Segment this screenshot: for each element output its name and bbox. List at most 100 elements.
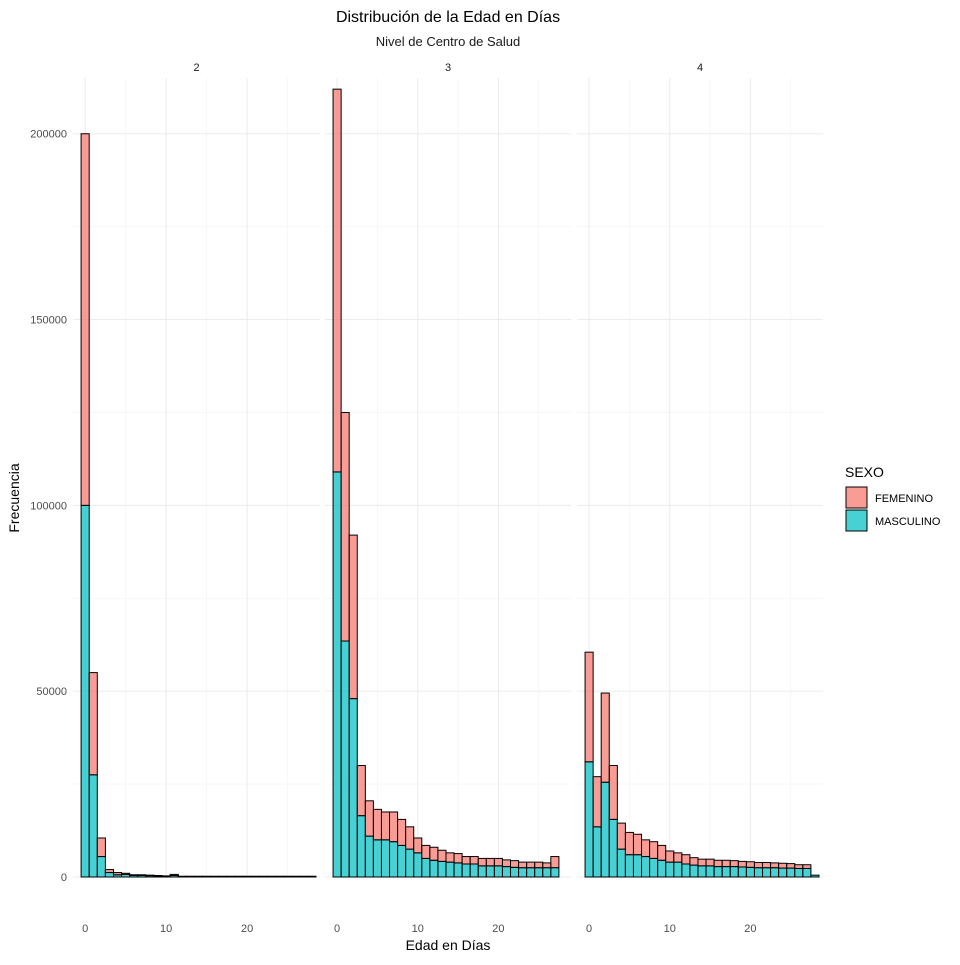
bar-femenino bbox=[210, 875, 220, 878]
bar-femenino bbox=[112, 872, 123, 876]
bar-masculino bbox=[437, 860, 447, 878]
legend-items: FEMENINO MASCULINO bbox=[845, 486, 941, 532]
x-tick-label: 10 bbox=[664, 923, 676, 935]
bar-masculino bbox=[689, 864, 699, 878]
bar-masculino bbox=[608, 818, 618, 878]
bar-femenino bbox=[794, 864, 804, 869]
y-tick-label: 0 bbox=[61, 872, 67, 884]
bar-femenino bbox=[307, 875, 317, 878]
y-tick-label: 100000 bbox=[30, 500, 67, 512]
bar-femenino bbox=[624, 831, 634, 856]
bar-femenino bbox=[616, 822, 626, 850]
bar-masculino bbox=[721, 866, 731, 878]
bar-femenino bbox=[592, 776, 602, 828]
bar-femenino bbox=[608, 765, 618, 820]
bar-femenino bbox=[641, 839, 651, 858]
bar-femenino bbox=[161, 875, 171, 877]
bar-masculino bbox=[405, 848, 415, 878]
bar-masculino bbox=[745, 866, 755, 878]
x-tick-label: 20 bbox=[492, 923, 504, 935]
bar-masculino bbox=[340, 640, 350, 878]
bar-masculino bbox=[518, 867, 528, 878]
bar-femenino bbox=[469, 856, 479, 865]
bar-femenino bbox=[299, 875, 309, 878]
bar-masculino bbox=[729, 866, 739, 878]
bar-masculino bbox=[641, 856, 651, 878]
legend-label-femenino: FEMENINO bbox=[875, 493, 934, 505]
bar-femenino bbox=[226, 875, 236, 878]
legend: SEXO FEMENINO MASCULINO bbox=[845, 464, 941, 532]
bar-femenino bbox=[202, 875, 212, 878]
x-tick-label: 0 bbox=[82, 923, 88, 935]
facet-strip-label: 4 bbox=[697, 62, 703, 74]
bar-femenino bbox=[649, 841, 659, 859]
bar-masculino bbox=[526, 867, 536, 878]
bar-masculino bbox=[96, 856, 106, 878]
bar-femenino bbox=[372, 808, 382, 841]
bar-femenino bbox=[421, 844, 431, 859]
bars-layer bbox=[80, 88, 820, 878]
bar-femenino bbox=[689, 857, 699, 866]
bar-masculino bbox=[616, 848, 626, 878]
bar-femenino bbox=[177, 875, 187, 878]
facet-strip-label: 3 bbox=[445, 62, 451, 74]
bar-masculino bbox=[348, 698, 358, 878]
bar-masculino bbox=[493, 865, 503, 878]
y-tick-label: 50000 bbox=[36, 686, 67, 698]
bar-femenino bbox=[169, 873, 179, 877]
bar-masculino bbox=[380, 839, 391, 878]
bar-femenino bbox=[80, 133, 90, 506]
bar-masculino bbox=[356, 815, 366, 878]
bar-masculino bbox=[429, 859, 439, 878]
facet-panel-2 bbox=[73, 78, 320, 878]
bar-masculino bbox=[713, 866, 723, 878]
y-tick-label: 150000 bbox=[30, 315, 67, 327]
bar-femenino bbox=[193, 875, 204, 878]
bar-masculino bbox=[600, 781, 610, 878]
bar-femenino bbox=[600, 692, 610, 783]
bar-masculino bbox=[445, 861, 455, 878]
bar-masculino bbox=[778, 867, 788, 878]
bar-femenino bbox=[737, 860, 747, 868]
bar-masculino bbox=[501, 866, 512, 878]
bar-femenino bbox=[389, 811, 399, 843]
bar-femenino bbox=[681, 854, 691, 865]
bar-femenino bbox=[534, 861, 544, 869]
bar-femenino bbox=[762, 862, 772, 869]
bar-femenino bbox=[250, 875, 260, 878]
x-tick-label: 20 bbox=[241, 923, 253, 935]
bar-masculino bbox=[737, 866, 747, 878]
bar-femenino bbox=[283, 875, 293, 878]
facet-panel-3 bbox=[325, 78, 571, 878]
bar-femenino bbox=[153, 875, 163, 877]
bar-masculino bbox=[80, 504, 90, 878]
bar-masculino bbox=[461, 863, 471, 878]
bar-masculino bbox=[592, 826, 602, 878]
bar-femenino bbox=[501, 859, 512, 868]
bar-femenino bbox=[778, 862, 788, 869]
bar-femenino bbox=[234, 875, 244, 878]
bar-femenino bbox=[485, 857, 495, 867]
bar-femenino bbox=[258, 875, 268, 878]
x-tick-label: 20 bbox=[744, 923, 756, 935]
legend-label-masculino: MASCULINO bbox=[875, 516, 941, 528]
bar-femenino bbox=[137, 874, 147, 877]
bar-femenino bbox=[397, 818, 407, 846]
bar-masculino bbox=[762, 867, 772, 878]
bar-femenino bbox=[542, 862, 552, 869]
bar-femenino bbox=[584, 651, 594, 763]
bar-masculino bbox=[786, 867, 796, 878]
bar-femenino bbox=[770, 862, 780, 869]
grid-layer bbox=[73, 78, 823, 878]
bar-femenino bbox=[380, 811, 391, 841]
bar-femenino bbox=[185, 875, 195, 878]
x-tick-label: 10 bbox=[160, 923, 172, 935]
bar-masculino bbox=[753, 867, 764, 878]
bar-femenino bbox=[218, 875, 228, 878]
bar-femenino bbox=[526, 861, 536, 869]
bar-femenino bbox=[340, 411, 350, 642]
bar-femenino bbox=[729, 860, 739, 868]
bar-femenino bbox=[129, 874, 139, 877]
